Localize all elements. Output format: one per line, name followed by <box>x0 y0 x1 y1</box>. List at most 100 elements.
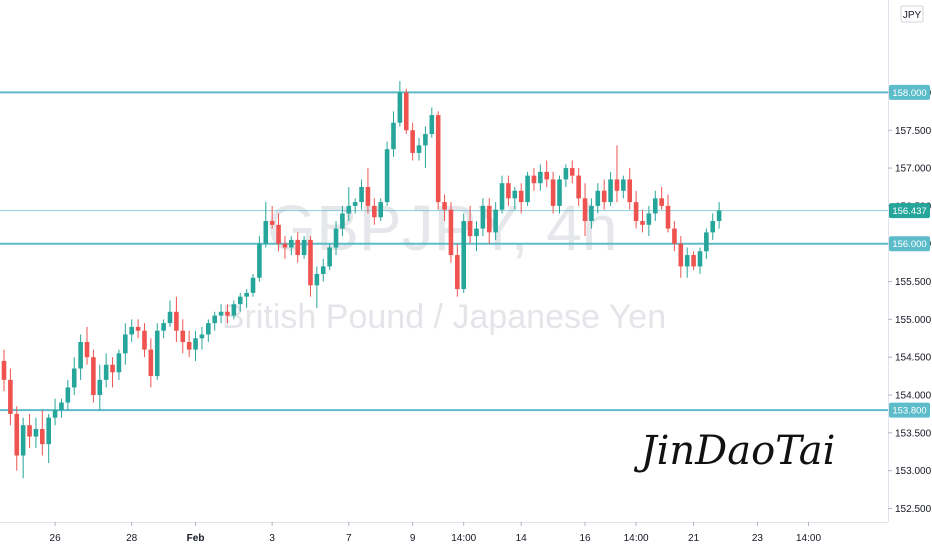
candle <box>672 221 677 252</box>
candle <box>123 323 128 365</box>
candle-body <box>416 145 422 153</box>
candle <box>499 175 505 214</box>
candle-body <box>538 171 543 184</box>
candle-body <box>569 168 575 176</box>
candle-body <box>493 209 498 233</box>
candle-body <box>301 239 307 256</box>
candle <box>295 232 301 263</box>
level-badge-1-box <box>889 236 930 252</box>
candle <box>244 289 249 308</box>
candle-body <box>410 130 415 153</box>
candle <box>46 413 51 464</box>
x-tick-label: 16 <box>579 533 591 544</box>
candle-body <box>33 429 39 437</box>
candle <box>614 145 620 203</box>
level-badge-2[interactable]: 153.800 <box>889 402 930 418</box>
candle <box>225 304 230 324</box>
currency-box <box>900 5 924 23</box>
candle <box>512 186 518 210</box>
candle-body <box>206 323 211 335</box>
candle-body <box>295 239 301 256</box>
candle <box>20 417 26 479</box>
candle-body <box>78 342 83 369</box>
currency-text: JPY <box>903 10 922 21</box>
candle <box>308 236 313 297</box>
candle-body <box>65 387 71 403</box>
candle <box>282 236 288 259</box>
candle-body <box>1 360 7 380</box>
candle <box>557 175 562 214</box>
level-badge-1-text: 156.000 <box>892 239 926 250</box>
candle <box>378 198 384 222</box>
candle-body <box>378 202 384 218</box>
candle <box>525 171 530 206</box>
level-badge-0-text: 158.000 <box>892 88 926 99</box>
candle <box>257 236 262 282</box>
current-price-badge[interactable]: 156.437 <box>889 203 930 219</box>
candle-body <box>148 349 154 377</box>
candle-body <box>276 224 281 244</box>
candle-body <box>582 198 588 222</box>
candle <box>103 353 109 388</box>
candle-body <box>174 311 179 331</box>
candle <box>78 334 83 380</box>
x-tick-label: 14:00 <box>624 533 649 544</box>
candle-body <box>59 402 64 411</box>
candle <box>550 171 556 214</box>
candle-body <box>340 213 345 229</box>
candle-body <box>710 221 716 233</box>
x-tick-label: 14 <box>516 533 528 544</box>
candle-body <box>531 175 537 184</box>
candle-body <box>633 202 639 222</box>
y-tick-label: 157.500 <box>895 126 932 137</box>
candle <box>8 368 13 426</box>
candle <box>423 126 428 169</box>
x-tick-label: Feb <box>187 533 205 544</box>
candle-body <box>103 364 109 380</box>
candle <box>180 319 186 354</box>
candle-body <box>684 255 690 267</box>
candle <box>474 221 479 252</box>
y-tick-label: 157.000 <box>895 164 932 175</box>
level-badge-0[interactable]: 158.000 <box>889 84 930 100</box>
candle <box>455 243 460 297</box>
candle-body <box>499 183 505 210</box>
candle <box>186 330 192 358</box>
candle-body <box>544 171 550 180</box>
candle-body <box>589 205 594 222</box>
candle-body <box>186 342 192 350</box>
candle-body <box>40 429 45 445</box>
x-tick-label: 28 <box>126 533 138 544</box>
candle <box>652 190 658 222</box>
levels-layer <box>0 91 888 412</box>
candle <box>563 164 569 187</box>
candle-body <box>697 251 703 267</box>
candle-body <box>480 205 486 229</box>
candle <box>486 198 492 244</box>
candle <box>704 228 709 259</box>
candle <box>665 194 671 233</box>
y-tick-label: 153.000 <box>895 466 932 477</box>
candle <box>40 410 45 456</box>
candle <box>237 292 243 312</box>
candle-body <box>525 175 530 203</box>
currency-label[interactable]: JPY <box>900 5 924 23</box>
candle <box>429 107 435 138</box>
candle-body <box>116 353 122 373</box>
candle-body <box>640 221 645 225</box>
candle-body <box>91 357 96 395</box>
candle-body <box>608 179 613 203</box>
candle-body <box>672 228 677 244</box>
candle <box>314 266 320 308</box>
candle-body <box>359 186 364 203</box>
candle-body <box>308 239 313 286</box>
candle <box>448 202 454 263</box>
level-badge-1[interactable]: 156.000 <box>889 236 930 252</box>
candle-body <box>244 292 249 297</box>
candle-body <box>110 364 115 373</box>
candle-body <box>46 417 51 445</box>
candle-body <box>659 198 664 206</box>
candle-body <box>314 273 320 286</box>
